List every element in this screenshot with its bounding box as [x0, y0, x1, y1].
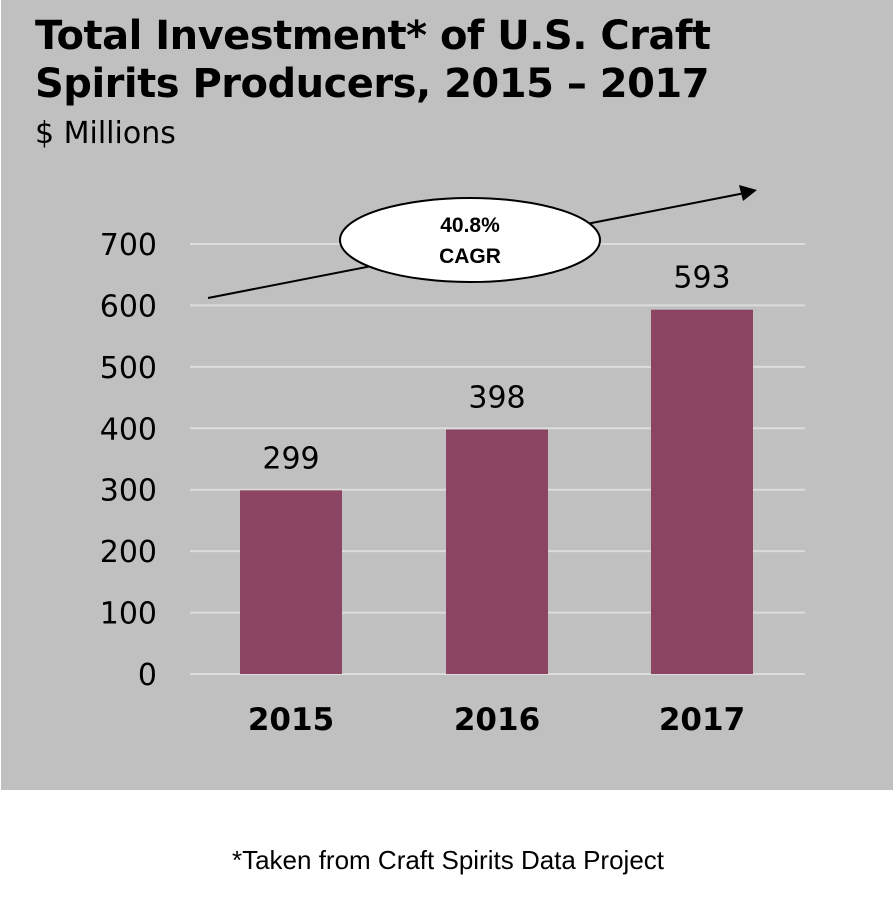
cagr-arrow-head-icon — [739, 185, 757, 201]
chart-subtitle: $ Millions — [35, 116, 176, 151]
cagr-bubble — [339, 197, 601, 283]
x-tick-label: 2017 — [659, 702, 745, 738]
cagr-value: 40.8% — [440, 214, 500, 237]
x-tick-label: 2016 — [454, 702, 540, 738]
x-tick-label: 2015 — [248, 702, 334, 738]
y-tick-label: 500 — [100, 351, 157, 386]
y-tick-label: 400 — [100, 412, 157, 447]
y-tick-label: 300 — [100, 474, 157, 509]
bar-chart: 0 100 200 300 400 500 600 700 299 2015 398 2016 593 2… — [100, 185, 805, 738]
y-tick-label: 0 — [138, 658, 157, 693]
chart-title-line-2: Spirits Producers, 2015 – 2017 — [35, 61, 710, 107]
footnote: *Taken from Craft Spirits Data Project — [231, 845, 665, 875]
y-tick-label: 600 — [100, 289, 157, 324]
bar-2015 — [240, 490, 342, 674]
data-label: 299 — [262, 441, 319, 476]
bar-2017 — [651, 309, 753, 674]
y-tick-label: 100 — [100, 597, 157, 632]
y-tick-label: 700 — [100, 228, 157, 263]
data-label: 593 — [673, 261, 730, 296]
data-label: 398 — [468, 381, 525, 416]
cagr-label: CAGR — [439, 245, 501, 268]
chart-title-line-1: Total Investment* of U.S. Craft — [35, 13, 711, 59]
chart-title: Total Investment* of U.S. Craft Spirits … — [35, 12, 711, 108]
bar-2016 — [446, 429, 548, 674]
y-tick-label: 200 — [100, 535, 157, 570]
